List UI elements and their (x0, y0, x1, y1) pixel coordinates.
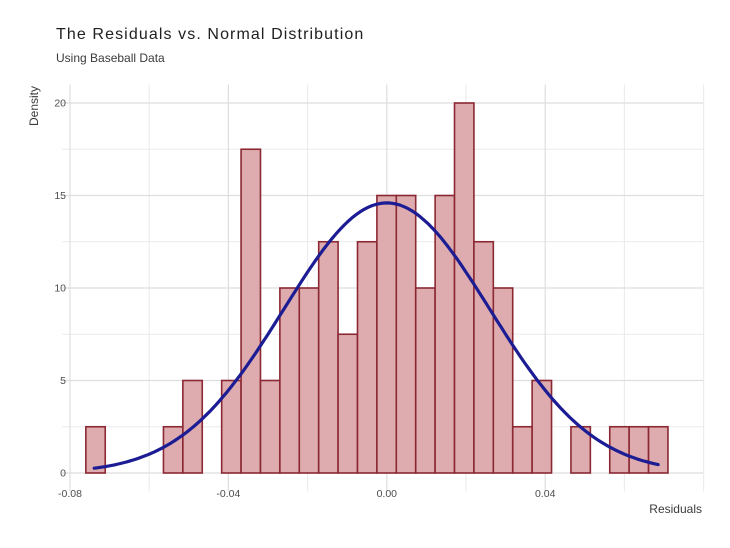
histogram-bar (337, 333, 359, 474)
y-tick-label: 0 (60, 468, 66, 480)
histogram-bar (511, 425, 533, 474)
histogram-bar (531, 379, 553, 474)
histogram-bar (85, 425, 107, 474)
y-tick-label: 5 (60, 375, 66, 387)
x-axis-title: Residuals (649, 502, 702, 516)
chart-title: The Residuals vs. Normal Distribution (56, 26, 365, 43)
histogram-bar (434, 194, 456, 474)
histogram-bar (376, 194, 398, 474)
histogram-bar (647, 425, 669, 474)
histogram-bar (162, 425, 184, 474)
x-tick-label: -0.04 (216, 488, 240, 500)
histogram-bar (317, 240, 339, 474)
x-tick-label: 0.04 (535, 488, 556, 500)
y-axis-title: Density (27, 85, 41, 127)
histogram-bar (240, 148, 262, 474)
histogram-bar (473, 240, 495, 474)
x-tick-label: 0.00 (377, 488, 398, 500)
x-tick-label: -0.08 (58, 488, 82, 500)
histogram-bar (395, 194, 417, 474)
histogram-bar (279, 287, 301, 474)
histogram-bar (298, 287, 320, 474)
y-tick-label: 10 (54, 283, 66, 295)
histogram-bar (453, 102, 475, 474)
chart-subtitle: Using Baseball Data (56, 51, 165, 65)
normal-curve (92, 201, 660, 470)
histogram-bar (259, 379, 281, 474)
histogram-bar (356, 240, 378, 474)
histogram-bar (628, 425, 650, 474)
y-tick-label: 20 (54, 98, 66, 110)
histogram-bar (414, 287, 436, 474)
histogram-bar (492, 287, 514, 474)
y-tick-label: 15 (54, 190, 66, 202)
